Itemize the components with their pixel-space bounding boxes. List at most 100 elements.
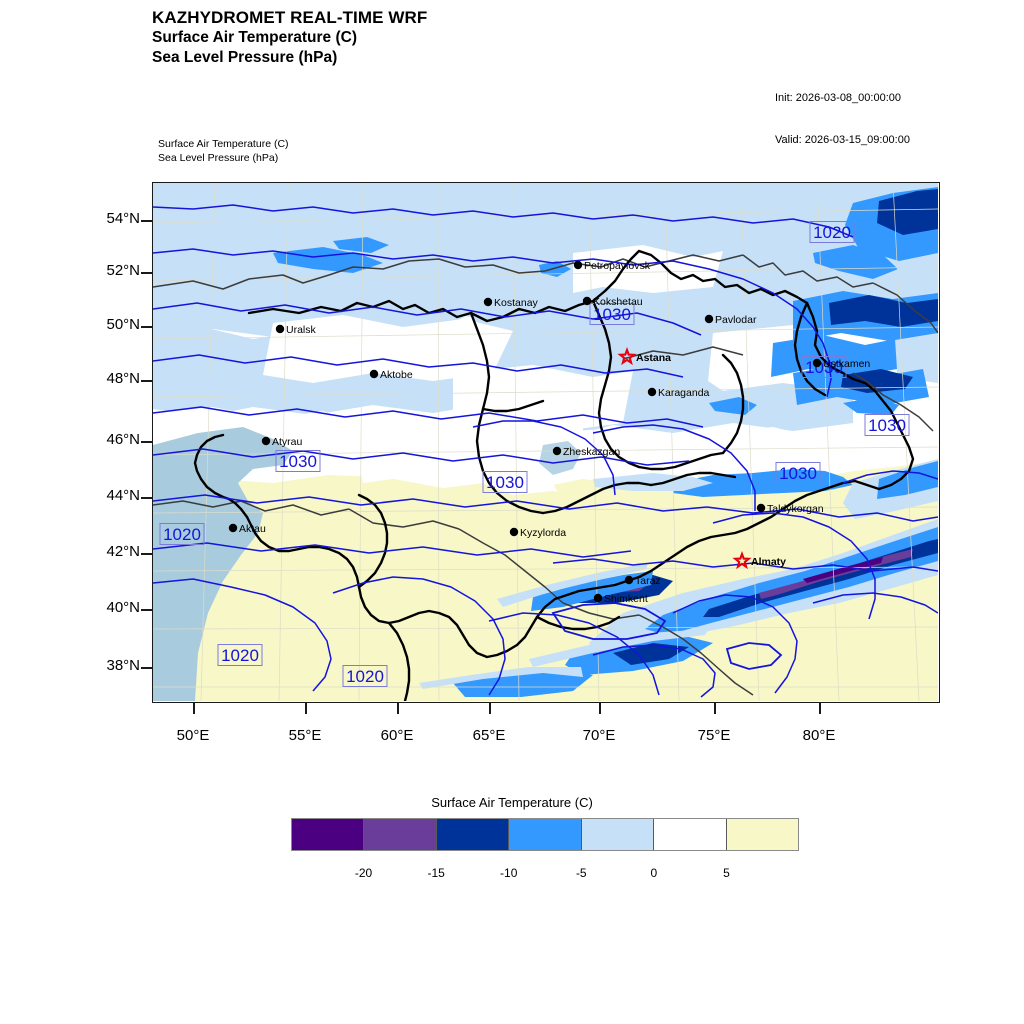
city-label: Uralsk [286, 324, 317, 336]
lat-tick-mark [141, 497, 152, 499]
lat-tick-label: 40°N [106, 599, 140, 616]
lon-tick-mark [397, 703, 399, 714]
city-dot-icon [756, 503, 766, 513]
lat-tick-mark [141, 609, 152, 611]
capital-star-icon [617, 346, 637, 366]
caption-line-temperature: Surface Air Temperature (C) [158, 138, 289, 150]
isobar-label: 1030 [868, 416, 906, 435]
city-label: Taldykorgan [767, 503, 824, 515]
isobar-label: 1020 [346, 667, 384, 686]
model-run-stamp: Init: 2026-03-08_00:00:00 Valid: 2026-03… [775, 63, 910, 161]
colorbar-tick-label: -15 [427, 866, 445, 880]
lon-tick-label: 75°E [697, 727, 731, 744]
colorbar-tick-label: 0 [650, 866, 658, 880]
colorbar-swatch [292, 819, 365, 850]
lat-tick-mark [141, 380, 152, 382]
city-marker-group: Petropavlovsk Kostanay Kokshetau Pavlodar Ur… [228, 260, 870, 605]
lat-tick-label: 42°N [106, 543, 140, 560]
lon-tick-label: 65°E [472, 727, 506, 744]
colorbar-swatch [509, 819, 582, 850]
lon-tick-mark [305, 703, 307, 714]
isobar-label-box [275, 450, 321, 472]
lat-tick-mark [141, 441, 152, 443]
lon-tick-label: 80°E [802, 727, 836, 744]
isobar-label: 1030 [593, 305, 631, 324]
city-label: Kostanay [494, 297, 539, 309]
colorbar-swatch [436, 819, 510, 850]
city-label: Karaganda [658, 387, 710, 399]
lon-tick-mark [193, 703, 195, 714]
lon-tick-mark [599, 703, 601, 714]
city-label: Aktobe [380, 369, 413, 381]
map-caption: Surface Air Temperature (C) Sea Level Pr… [158, 137, 289, 165]
city-dot-icon [509, 527, 519, 537]
city-dot-icon [647, 387, 657, 397]
city-label: Astana [636, 352, 671, 364]
city-label: Petropavlovsk [584, 260, 651, 272]
isobar-label: 1020 [813, 223, 851, 242]
city-dot-icon [593, 593, 603, 603]
colorbar-swatch [654, 819, 727, 850]
isobar-label-box [159, 523, 205, 545]
city-dot-icon [483, 297, 493, 307]
lon-tick-mark [489, 703, 491, 714]
city-dot-icon [552, 446, 562, 456]
lat-tick-mark [141, 553, 152, 555]
lat-tick-label: 46°N [106, 431, 140, 448]
isobar-label: 1030 [779, 464, 817, 483]
city-label: Zheskazgan [563, 446, 620, 458]
colorbar-tick-label: -10 [500, 866, 518, 880]
caption-line-pressure: Sea Level Pressure (hPa) [158, 152, 279, 164]
city-dot-icon [812, 358, 822, 368]
capital-star-icon [732, 550, 752, 570]
report-header: KAZHYDROMET REAL-TIME WRF Surface Air Te… [152, 8, 852, 68]
city-dot-icon [261, 436, 271, 446]
city-label: Taraz [635, 575, 661, 587]
city-label: Shimkent [604, 593, 648, 605]
lat-tick-label: 44°N [106, 487, 140, 504]
city-label: Atyrau [272, 436, 303, 448]
city-label: Almaty [751, 556, 786, 568]
init-time: Init: 2026-03-08_00:00:00 [775, 92, 901, 104]
city-label: Kyzylorda [520, 527, 566, 539]
isobar-label-box [342, 665, 388, 687]
lat-tick-mark [141, 272, 152, 274]
isobar-label: 1030 [486, 473, 524, 492]
isobar-label-box [589, 303, 635, 325]
valid-time: Valid: 2026-03-15_09:00:00 [775, 134, 910, 146]
isobar-label: 1030 [279, 452, 317, 471]
colorbar[interactable] [291, 818, 799, 851]
city-label: Pavlodar [715, 314, 757, 326]
city-label: Ustkamen [823, 358, 870, 370]
lat-tick-mark [141, 667, 152, 669]
colorbar-title: Surface Air Temperature (C) [431, 795, 593, 810]
isobar-label-box [801, 356, 847, 378]
colorbar-swatch [581, 819, 655, 850]
city-dot-icon [573, 260, 583, 270]
lon-tick-label: 50°E [176, 727, 210, 744]
subtitle-temperature: Surface Air Temperature (C) [152, 29, 357, 46]
colorbar-swatch [726, 819, 798, 850]
city-dot-icon [275, 324, 285, 334]
lon-tick-label: 60°E [380, 727, 414, 744]
page-title: KAZHYDROMET REAL-TIME WRF [152, 8, 428, 27]
isobar-label-box [864, 414, 910, 436]
city-dot-icon [582, 296, 592, 306]
colorbar-tick-label: -5 [575, 866, 587, 880]
city-label: Aktau [239, 523, 266, 535]
lon-tick-mark [714, 703, 716, 714]
isobar-label-box [217, 644, 263, 666]
colorbar-tick-label: -20 [354, 866, 373, 880]
isobar-label-box [775, 462, 821, 484]
lat-tick-mark [141, 326, 152, 328]
city-dot-icon [369, 369, 379, 379]
weather-map[interactable]: 1020 1030 1030 1030 1030 1030 1030 1020 1020 1020… [152, 182, 940, 703]
lon-tick-label: 70°E [582, 727, 616, 744]
colorbar-swatch [364, 819, 437, 850]
lon-tick-mark [819, 703, 821, 714]
lat-tick-label: 54°N [106, 210, 140, 227]
lat-tick-label: 38°N [106, 657, 140, 674]
isobar-label-box [809, 221, 855, 243]
city-label: Kokshetau [593, 296, 643, 308]
